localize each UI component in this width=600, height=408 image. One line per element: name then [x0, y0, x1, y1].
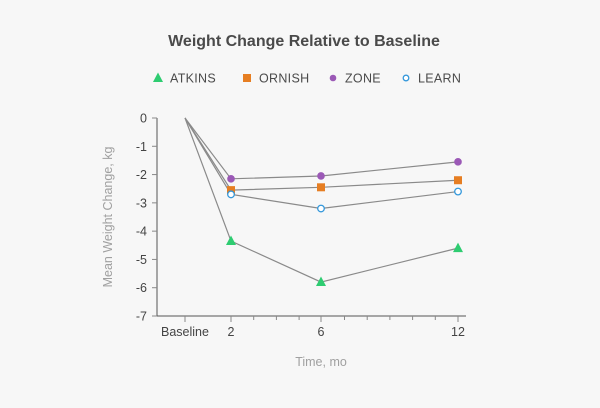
y-tick-label: -4 — [136, 225, 147, 239]
series-markers — [226, 158, 463, 287]
data-point-learn — [454, 187, 462, 196]
data-point-learn — [227, 190, 235, 199]
x-tick-label: 12 — [451, 325, 465, 339]
legend-item-ornish: ORNISH — [243, 72, 309, 86]
data-point-ornish — [317, 183, 325, 192]
series-line-atkins — [184, 117, 459, 283]
y-tick-label: -7 — [136, 310, 147, 324]
legend-marker — [402, 74, 410, 82]
x-axis-title: Time, mo — [295, 355, 347, 369]
data-point-ornish — [454, 176, 462, 185]
legend: ATKINS ORNISH ZONE LEARN — [153, 72, 461, 86]
chart-title: Weight Change Relative to Baseline — [168, 33, 440, 50]
data-point-zone — [454, 158, 462, 166]
axis-ticks: 0 -1 -2 -3 -4 -5 -6 -7 Baseline 2 6 12 — [136, 112, 465, 340]
legend-label: ORNISH — [259, 72, 309, 86]
legend-item-learn: LEARN — [402, 72, 461, 86]
series-line-zone — [184, 117, 459, 180]
legend-label: LEARN — [418, 72, 461, 86]
legend-marker — [153, 72, 163, 82]
data-point-ornish — [227, 186, 235, 195]
legend-marker — [329, 74, 337, 82]
data-point-atkins — [453, 242, 463, 253]
legend-label: ATKINS — [170, 72, 216, 86]
data-point-zone — [227, 175, 235, 183]
series-line-ornish — [184, 117, 459, 191]
y-tick-label: -1 — [136, 140, 147, 154]
plot-area: 0 -1 -2 -3 -4 -5 -6 -7 Baseline 2 6 12 — [136, 112, 466, 340]
series-line-learn — [184, 117, 459, 210]
y-axis-title: Mean Weight Change, kg — [101, 147, 115, 288]
legend-label: ZONE — [345, 72, 381, 86]
data-point-zone — [317, 172, 325, 180]
y-tick-label: -3 — [136, 196, 147, 210]
data-point-atkins — [316, 276, 326, 287]
x-tick-label: Baseline — [161, 325, 209, 339]
data-point-atkins — [226, 235, 236, 246]
legend-marker — [243, 74, 251, 82]
legend-item-zone: ZONE — [329, 72, 381, 86]
y-tick-label: 0 — [140, 112, 147, 126]
y-tick-label: -6 — [136, 281, 147, 295]
x-tick-label: 6 — [318, 325, 325, 339]
x-tick-label: 2 — [228, 325, 235, 339]
y-tick-label: -2 — [136, 168, 147, 182]
legend-item-atkins: ATKINS — [153, 72, 216, 86]
data-point-learn — [317, 204, 325, 213]
series-lines — [184, 117, 459, 283]
y-tick-label: -5 — [136, 253, 147, 267]
